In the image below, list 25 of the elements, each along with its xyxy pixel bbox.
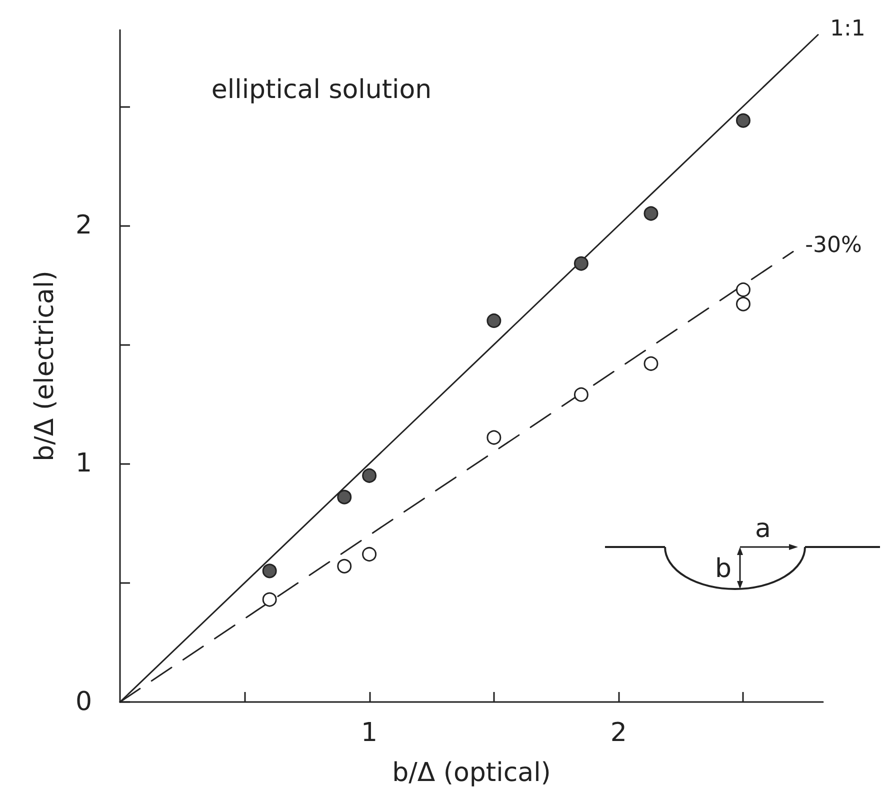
- y-tick-label: 0: [75, 687, 92, 717]
- point: [262, 592, 277, 607]
- point: [736, 282, 750, 297]
- point: [337, 558, 352, 574]
- point: [362, 547, 377, 562]
- series-label: -30%: [805, 233, 862, 258]
- point: [486, 313, 502, 328]
- annotation: a: [755, 514, 771, 544]
- annotation: elliptical solution: [211, 75, 432, 106]
- point: [362, 468, 377, 483]
- annotation: b: [715, 554, 732, 584]
- y-tick-label: 2: [75, 210, 92, 240]
- point: [736, 296, 750, 312]
- point: [574, 256, 588, 271]
- y-tick-label: 1: [75, 448, 92, 479]
- point: [736, 113, 750, 128]
- x-axis-title: b/Δ (optical): [392, 758, 551, 788]
- point: [262, 564, 277, 578]
- point: [337, 490, 352, 504]
- y-axis-title: b/Δ (electrical): [30, 270, 60, 462]
- series-label: 1:1: [830, 16, 866, 42]
- point: [644, 356, 658, 371]
- point: [574, 387, 588, 402]
- point: [486, 430, 502, 445]
- point: [644, 206, 658, 221]
